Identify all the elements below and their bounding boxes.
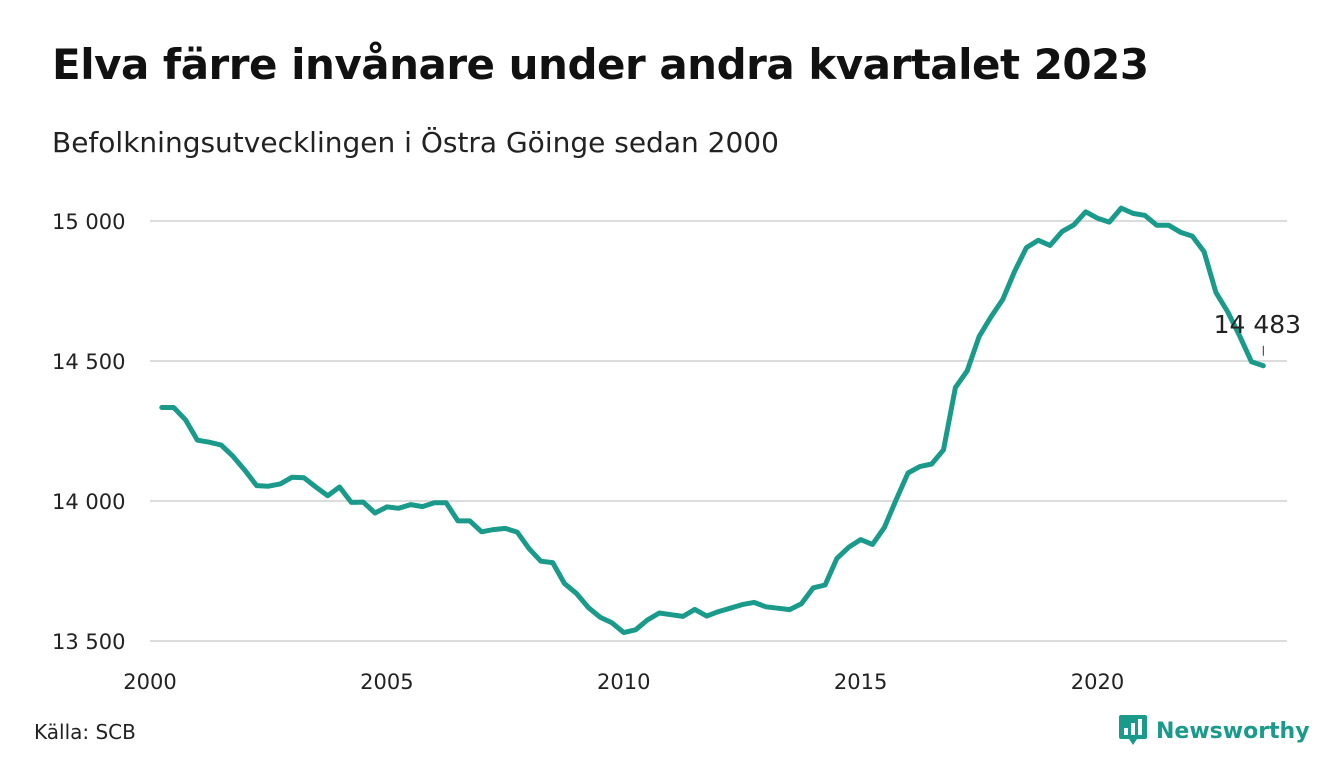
y-tick-label: 15 000 (52, 210, 125, 234)
brand-name: Newsworthy (1156, 718, 1310, 744)
y-tick-label: 14 500 (52, 350, 125, 374)
x-tick-label: 2000 (123, 670, 176, 694)
brand-logo: Newsworthy (1118, 714, 1310, 748)
source-note: Källa: SCB (34, 720, 136, 744)
x-tick-label: 2005 (360, 670, 413, 694)
series-layer (159, 205, 1266, 636)
x-tick-label: 2020 (1071, 670, 1124, 694)
line-chart: 13 500 14 000 14 500 15 000 2000 2005 2010 201… (52, 205, 1301, 694)
x-tick-label: 2010 (597, 670, 650, 694)
x-axis-ticks: 2000 2005 2010 2015 2020 (123, 670, 1124, 694)
x-tick-label: 2015 (834, 670, 887, 694)
last-value-label: 14 483 (1214, 310, 1301, 339)
annotation-layer: 14 483 (1214, 310, 1301, 356)
gridlines (150, 220, 1287, 642)
chart-title: Elva färre invånare under andra kvartale… (52, 40, 1149, 89)
y-tick-label: 13 500 (52, 630, 125, 654)
bar-chart-speech-bubble-icon (1119, 715, 1147, 745)
chart-subtitle: Befolkningsutvecklingen i Östra Göinge s… (52, 126, 779, 159)
y-axis-ticks: 13 500 14 000 14 500 15 000 (52, 210, 125, 654)
y-tick-label: 14 000 (52, 490, 125, 514)
series-line (159, 205, 1266, 636)
